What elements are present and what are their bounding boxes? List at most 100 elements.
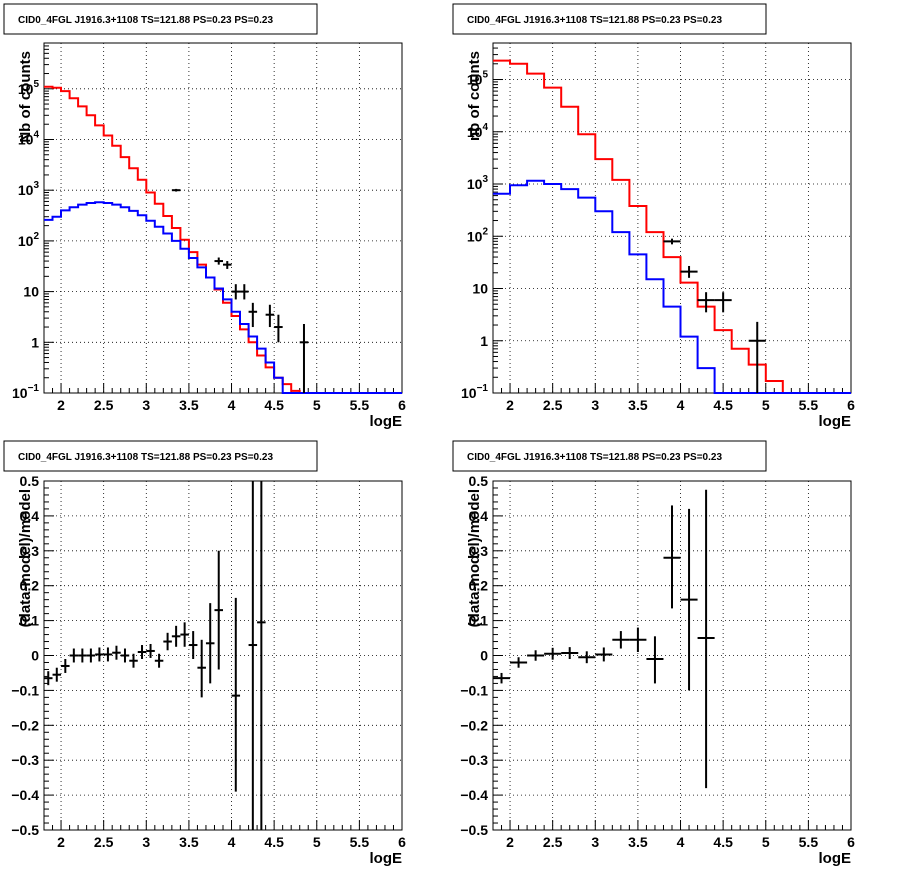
data-point — [265, 304, 275, 328]
x-tick-label: 5 — [762, 397, 770, 413]
title-box — [3, 3, 318, 35]
data-point — [493, 672, 511, 684]
y-axis-label: (data-model)/model — [17, 489, 34, 627]
data-point — [248, 481, 258, 830]
data-point — [129, 653, 138, 668]
y-tick-label: 0.1 — [469, 613, 489, 629]
y-tick-label: 0 — [480, 648, 488, 664]
x-tick-label: 3.5 — [628, 834, 648, 850]
panel-counts-left: CID0_4FGL J1916.3+1108 TS=121.88 PS=0.23… — [3, 3, 406, 430]
y-tick-label: 103 — [467, 174, 489, 192]
data-point — [180, 622, 189, 647]
data-point — [52, 667, 62, 682]
y-tick-label: 10 — [23, 284, 39, 300]
data-point — [137, 645, 147, 659]
model-total-histogram — [44, 85, 402, 394]
y-tick-label: 0.2 — [469, 578, 489, 594]
x-tick-label: 5 — [762, 834, 770, 850]
data-point — [510, 657, 528, 668]
y-tick-label: 0.5 — [469, 473, 489, 489]
y-axis-label: Nb of counts — [17, 51, 34, 143]
x-axis-label: logE — [819, 413, 852, 430]
data-point — [646, 636, 664, 684]
data-point — [680, 265, 698, 278]
panel-title: CID0_4FGL J1916.3+1108 TS=121.88 PS=0.23… — [467, 15, 722, 26]
y-tick-label: 1 — [480, 333, 488, 349]
data-point — [44, 671, 53, 686]
x-tick-label: 6 — [398, 834, 406, 850]
data-point — [257, 481, 266, 830]
x-tick-label: 2 — [57, 834, 65, 850]
y-tick-label: 10 — [472, 281, 488, 297]
data-point — [680, 508, 698, 691]
x-tick-label: 4 — [677, 834, 685, 850]
y-tick-label: −0.1 — [460, 682, 488, 698]
data-point — [612, 631, 630, 649]
data-point — [663, 238, 681, 245]
data-point — [223, 261, 232, 269]
data-point — [120, 648, 130, 663]
x-tick-label: 4.5 — [264, 397, 284, 413]
data-point — [86, 648, 96, 663]
model-total-histogram — [493, 59, 851, 394]
y-tick-label: 103 — [18, 180, 40, 198]
x-tick-label: 6 — [847, 397, 855, 413]
data-point — [214, 257, 223, 265]
x-tick-label: 2.5 — [94, 834, 114, 850]
data-point — [171, 625, 181, 647]
y-tick-label: −0.5 — [11, 822, 39, 838]
x-tick-label: 5.5 — [799, 397, 819, 413]
model-source-histogram — [493, 179, 851, 394]
x-tick-label: 5 — [313, 834, 321, 850]
x-axis-label: logE — [370, 413, 403, 430]
x-tick-label: 3.5 — [179, 834, 199, 850]
data-point — [561, 647, 579, 659]
data-point — [595, 647, 613, 662]
y-tick-label: −0.5 — [460, 822, 488, 838]
y-tick-label: 102 — [18, 231, 40, 249]
x-tick-label: 5.5 — [350, 397, 370, 413]
x-tick-label: 4 — [228, 397, 236, 413]
x-tick-label: 2.5 — [543, 397, 563, 413]
x-tick-label: 4 — [677, 397, 685, 413]
y-tick-label: −0.2 — [11, 717, 39, 733]
data-point — [663, 505, 681, 609]
data-point — [299, 323, 309, 393]
data-point — [697, 489, 715, 789]
x-tick-label: 6 — [847, 834, 855, 850]
data-point — [214, 550, 223, 670]
y-tick-label: 0.2 — [20, 578, 40, 594]
x-tick-label: 4.5 — [713, 834, 733, 850]
x-tick-label: 5.5 — [799, 834, 819, 850]
y-tick-label: 105 — [467, 70, 489, 88]
y-tick-label: 10−1 — [461, 383, 488, 401]
x-tick-label: 4 — [228, 834, 236, 850]
y-tick-label: −0.2 — [460, 717, 488, 733]
data-point — [69, 648, 79, 663]
data-point — [188, 631, 198, 659]
data-point — [629, 627, 647, 653]
y-tick-label: 1 — [31, 334, 39, 350]
y-tick-label: 0.3 — [20, 543, 40, 559]
data-point — [61, 658, 70, 673]
panel-title: CID0_4FGL J1916.3+1108 TS=121.88 PS=0.23… — [467, 452, 722, 463]
data-point — [748, 321, 766, 393]
y-tick-label: −0.4 — [11, 787, 39, 803]
data-point — [103, 647, 113, 662]
y-tick-label: 10−1 — [12, 383, 39, 401]
data-point — [95, 647, 104, 662]
y-tick-label: 104 — [467, 122, 489, 140]
x-tick-label: 2.5 — [94, 397, 114, 413]
data-point — [112, 645, 121, 660]
y-tick-label: 104 — [18, 129, 40, 147]
x-tick-label: 5 — [313, 397, 321, 413]
x-tick-label: 4.5 — [264, 834, 284, 850]
x-tick-label: 4.5 — [713, 397, 733, 413]
data-point — [714, 292, 732, 313]
x-tick-label: 2 — [506, 834, 514, 850]
y-tick-label: 0.5 — [20, 473, 40, 489]
x-axis-label: logE — [370, 850, 403, 867]
x-tick-label: 3 — [142, 834, 150, 850]
panel-residuals-left: CID0_4FGL J1916.3+1108 TS=121.88 PS=0.23… — [3, 440, 406, 867]
y-axis-label: (data-model)/model — [466, 489, 483, 627]
